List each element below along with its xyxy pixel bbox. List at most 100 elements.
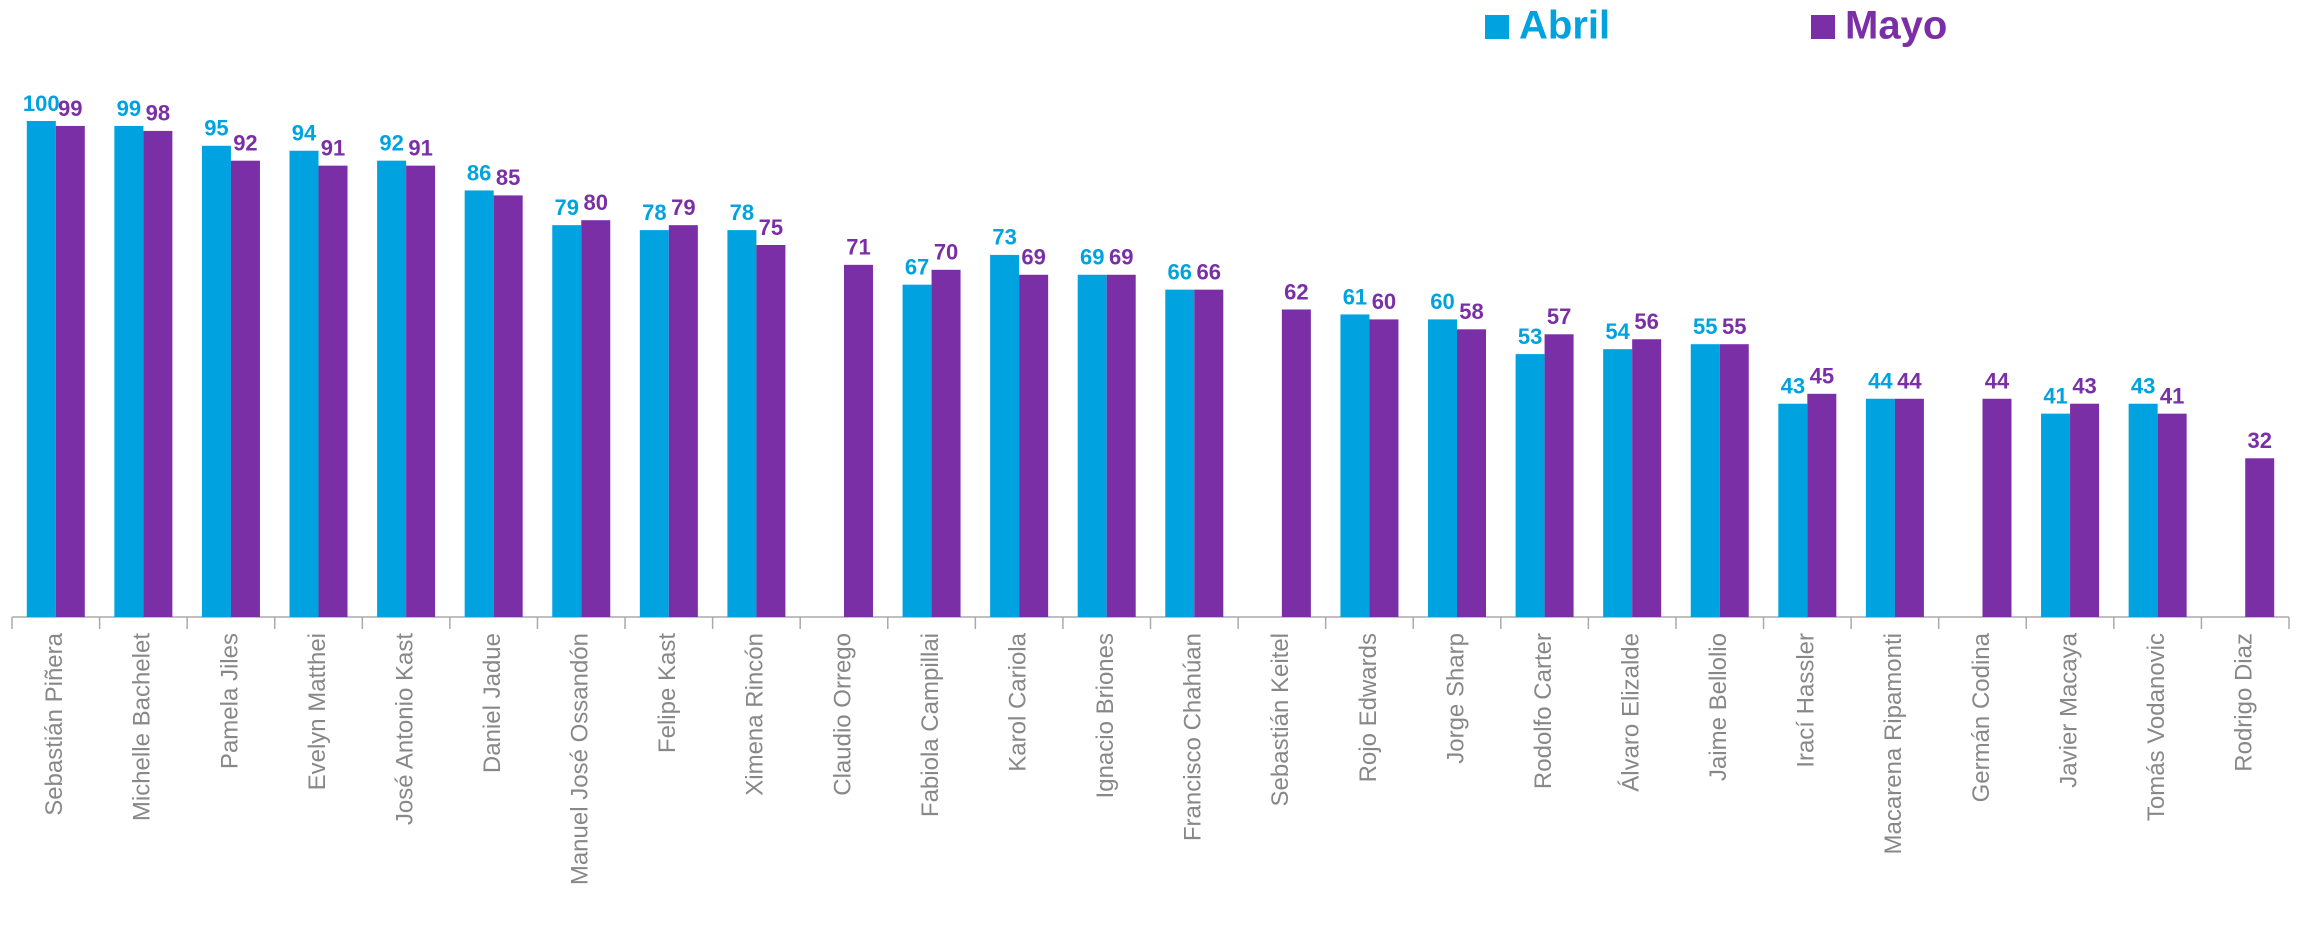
bar (668, 225, 698, 617)
data-label: 69 (1021, 245, 1045, 270)
data-label: 79 (555, 195, 579, 220)
bar (2128, 403, 2158, 617)
bar (2070, 403, 2100, 617)
x-tick-label: Ximena Rincón (742, 633, 769, 796)
data-label: 71 (846, 235, 870, 260)
bar (902, 284, 932, 617)
bar (843, 264, 873, 617)
bar (1982, 398, 2012, 617)
data-label: 57 (1547, 304, 1571, 329)
data-label: 44 (1868, 369, 1893, 394)
x-tick-label: Sebastián Keitel (1267, 633, 1294, 806)
data-label: 55 (1722, 314, 1746, 339)
data-label: 70 (934, 240, 958, 265)
data-label: 91 (408, 135, 432, 160)
data-label: 80 (584, 190, 608, 215)
legend-label: Mayo (1845, 4, 1947, 48)
bar (1194, 289, 1224, 617)
x-tick-label: Irací Hassler (1793, 633, 1820, 768)
data-label: 66 (1168, 259, 1192, 284)
legend-swatch (1485, 15, 1509, 39)
data-label: 41 (2043, 383, 2067, 408)
x-tick-label: Fabiola Campillai (917, 633, 944, 817)
data-label: 32 (2247, 428, 2271, 453)
data-label: 73 (992, 225, 1016, 250)
data-label: 56 (1634, 309, 1658, 334)
bar (201, 145, 231, 618)
data-label: 58 (1459, 299, 1483, 324)
bar (1515, 354, 1545, 617)
data-label: 99 (117, 96, 141, 121)
x-tick-label: Jorge Sharp (1442, 633, 1469, 764)
bar (1281, 309, 1311, 617)
bar (727, 230, 757, 617)
data-label: 99 (58, 96, 82, 121)
bar (1457, 329, 1487, 617)
data-label: 94 (292, 121, 317, 146)
bar (406, 165, 436, 617)
bar (464, 190, 494, 617)
data-label: 61 (1343, 284, 1367, 309)
x-tick-label: Ignacio Briones (1092, 633, 1119, 798)
bar (26, 121, 56, 617)
x-tick-label: Javier Macaya (2055, 632, 2082, 787)
bar (639, 230, 669, 617)
data-label: 91 (321, 135, 345, 160)
data-label: 86 (467, 160, 491, 185)
legend-swatch (1811, 15, 1835, 39)
data-label: 75 (759, 215, 783, 240)
bar (1807, 393, 1837, 617)
x-tick-label: Tomás Vodanovic (2143, 633, 2170, 821)
x-tick-label: Manuel José Ossandón (567, 633, 594, 885)
bar (1894, 398, 1924, 617)
bar (1019, 274, 1049, 617)
bar (1865, 398, 1895, 617)
data-label: 67 (905, 254, 929, 279)
x-tick-label: Felipe Kast (654, 633, 681, 753)
x-tick-label: José Antonio Kast (391, 633, 418, 825)
data-label: 60 (1430, 289, 1454, 314)
bar (931, 269, 961, 617)
bar (377, 160, 407, 617)
data-label: 45 (1810, 364, 1834, 389)
bar (55, 125, 85, 618)
bar (581, 220, 611, 617)
data-label: 44 (1985, 369, 2010, 394)
data-label: 69 (1080, 245, 1104, 270)
bar (1428, 319, 1458, 617)
x-tick-label: Jaime Bellolio (1705, 633, 1732, 781)
bar (1106, 274, 1136, 617)
x-tick-label: Pamela Jiles (216, 633, 243, 769)
data-label: 44 (1897, 369, 1922, 394)
bar (1632, 339, 1662, 617)
bar (1778, 403, 1808, 617)
data-label: 43 (1781, 374, 1805, 399)
data-label: 54 (1605, 319, 1630, 344)
bar (114, 125, 144, 618)
data-label: 100 (23, 91, 60, 116)
bar (1603, 349, 1633, 617)
x-tick-label: Evelyn Matthei (304, 633, 331, 790)
data-label: 55 (1693, 314, 1717, 339)
bar (990, 254, 1020, 618)
x-tick-label: Sebastián Piñera (41, 632, 68, 815)
x-tick-label: Rodolfo Carter (1530, 633, 1557, 789)
bar (1077, 274, 1107, 617)
bar (1340, 314, 1370, 617)
data-label: 92 (379, 130, 403, 155)
bar (2245, 458, 2275, 617)
bar (1544, 334, 1574, 617)
x-tick-label: Francisco Chahúan (1180, 633, 1207, 841)
data-label: 92 (233, 130, 257, 155)
bar (230, 160, 260, 617)
x-tick-label: Karol Cariola (1004, 632, 1031, 771)
bar (2041, 413, 2071, 617)
data-label: 62 (1284, 279, 1308, 304)
data-label: 95 (204, 116, 228, 141)
bar (1165, 289, 1195, 617)
bar (1719, 344, 1749, 617)
x-tick-label: Germán Codina (1968, 632, 1995, 802)
data-label: 43 (2131, 374, 2155, 399)
data-label: 69 (1109, 245, 1133, 270)
